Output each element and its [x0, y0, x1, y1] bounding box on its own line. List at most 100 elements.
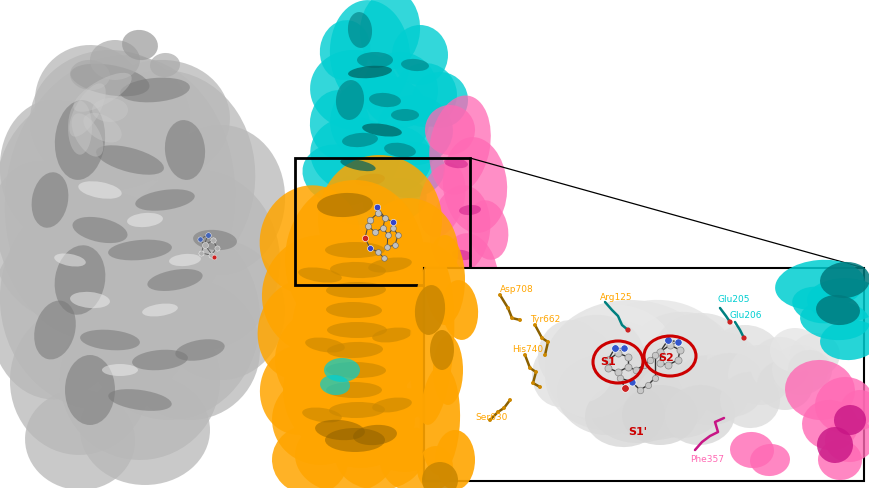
Text: Phe357: Phe357	[689, 455, 723, 465]
Ellipse shape	[90, 60, 229, 180]
Point	[496, 404, 510, 412]
Ellipse shape	[537, 320, 601, 390]
Ellipse shape	[442, 137, 507, 233]
Ellipse shape	[814, 377, 869, 433]
Ellipse shape	[329, 75, 429, 165]
Ellipse shape	[362, 198, 458, 302]
Ellipse shape	[34, 301, 76, 360]
Ellipse shape	[819, 262, 869, 298]
Ellipse shape	[305, 372, 415, 468]
Point	[361, 222, 375, 230]
Ellipse shape	[340, 159, 375, 171]
Point	[378, 214, 392, 222]
Point	[390, 231, 404, 239]
Point	[647, 374, 661, 382]
Point	[620, 363, 634, 371]
Ellipse shape	[441, 280, 478, 340]
Ellipse shape	[392, 298, 468, 382]
Ellipse shape	[102, 364, 138, 376]
Point	[490, 408, 504, 416]
Point	[624, 378, 638, 386]
Ellipse shape	[80, 375, 209, 485]
Ellipse shape	[817, 440, 861, 480]
Point	[673, 346, 687, 354]
Ellipse shape	[260, 345, 340, 435]
Ellipse shape	[342, 133, 377, 147]
Ellipse shape	[459, 205, 481, 215]
Ellipse shape	[68, 101, 92, 155]
Ellipse shape	[362, 123, 401, 137]
Point	[653, 348, 667, 356]
Ellipse shape	[142, 304, 177, 316]
Text: Asp708: Asp708	[500, 285, 534, 294]
Bar	[423, 268, 863, 481]
Ellipse shape	[65, 355, 115, 425]
Ellipse shape	[372, 327, 411, 343]
Ellipse shape	[749, 337, 809, 393]
Ellipse shape	[120, 170, 280, 350]
Ellipse shape	[390, 109, 419, 121]
Ellipse shape	[429, 185, 490, 275]
Point	[722, 318, 736, 326]
Text: Ser630: Ser630	[474, 413, 507, 423]
Ellipse shape	[323, 358, 360, 382]
Ellipse shape	[409, 255, 454, 425]
Ellipse shape	[272, 375, 368, 465]
Ellipse shape	[428, 96, 490, 195]
Ellipse shape	[272, 425, 348, 488]
Ellipse shape	[326, 282, 386, 298]
Ellipse shape	[25, 390, 135, 488]
Ellipse shape	[749, 444, 789, 476]
Ellipse shape	[372, 398, 411, 412]
Text: Glu205: Glu205	[717, 296, 750, 305]
Point	[193, 235, 207, 243]
Ellipse shape	[789, 333, 839, 377]
Point	[362, 244, 376, 252]
Ellipse shape	[92, 98, 128, 122]
Point	[670, 356, 684, 364]
Ellipse shape	[545, 320, 674, 430]
Ellipse shape	[348, 66, 391, 78]
Text: His740: His740	[512, 346, 542, 354]
Ellipse shape	[589, 300, 729, 410]
Point	[640, 381, 654, 389]
Point	[660, 336, 674, 344]
Ellipse shape	[326, 382, 381, 398]
Ellipse shape	[108, 389, 171, 411]
Ellipse shape	[31, 172, 69, 228]
Point	[617, 384, 631, 392]
Ellipse shape	[4, 55, 235, 345]
Ellipse shape	[10, 305, 149, 455]
Ellipse shape	[70, 292, 109, 308]
Ellipse shape	[302, 144, 377, 205]
Ellipse shape	[384, 242, 465, 338]
Ellipse shape	[806, 278, 869, 322]
Ellipse shape	[259, 185, 360, 295]
Ellipse shape	[309, 90, 369, 160]
Ellipse shape	[584, 383, 664, 447]
Ellipse shape	[461, 290, 481, 300]
Ellipse shape	[415, 285, 445, 335]
Ellipse shape	[816, 427, 852, 463]
Ellipse shape	[787, 350, 831, 390]
Ellipse shape	[771, 345, 827, 395]
Ellipse shape	[384, 142, 415, 157]
Ellipse shape	[565, 305, 674, 395]
Ellipse shape	[392, 25, 448, 85]
Ellipse shape	[326, 362, 386, 378]
Ellipse shape	[792, 286, 846, 324]
Point	[541, 338, 554, 346]
Text: S2: S2	[657, 353, 673, 363]
Ellipse shape	[176, 339, 224, 361]
Point	[616, 344, 630, 352]
Point	[380, 243, 394, 251]
Ellipse shape	[353, 425, 396, 445]
Ellipse shape	[625, 312, 734, 408]
Ellipse shape	[531, 343, 587, 407]
Point	[376, 254, 390, 262]
Ellipse shape	[342, 318, 447, 422]
Point	[209, 244, 223, 252]
Point	[198, 241, 212, 249]
Ellipse shape	[468, 200, 507, 260]
Ellipse shape	[328, 402, 385, 418]
